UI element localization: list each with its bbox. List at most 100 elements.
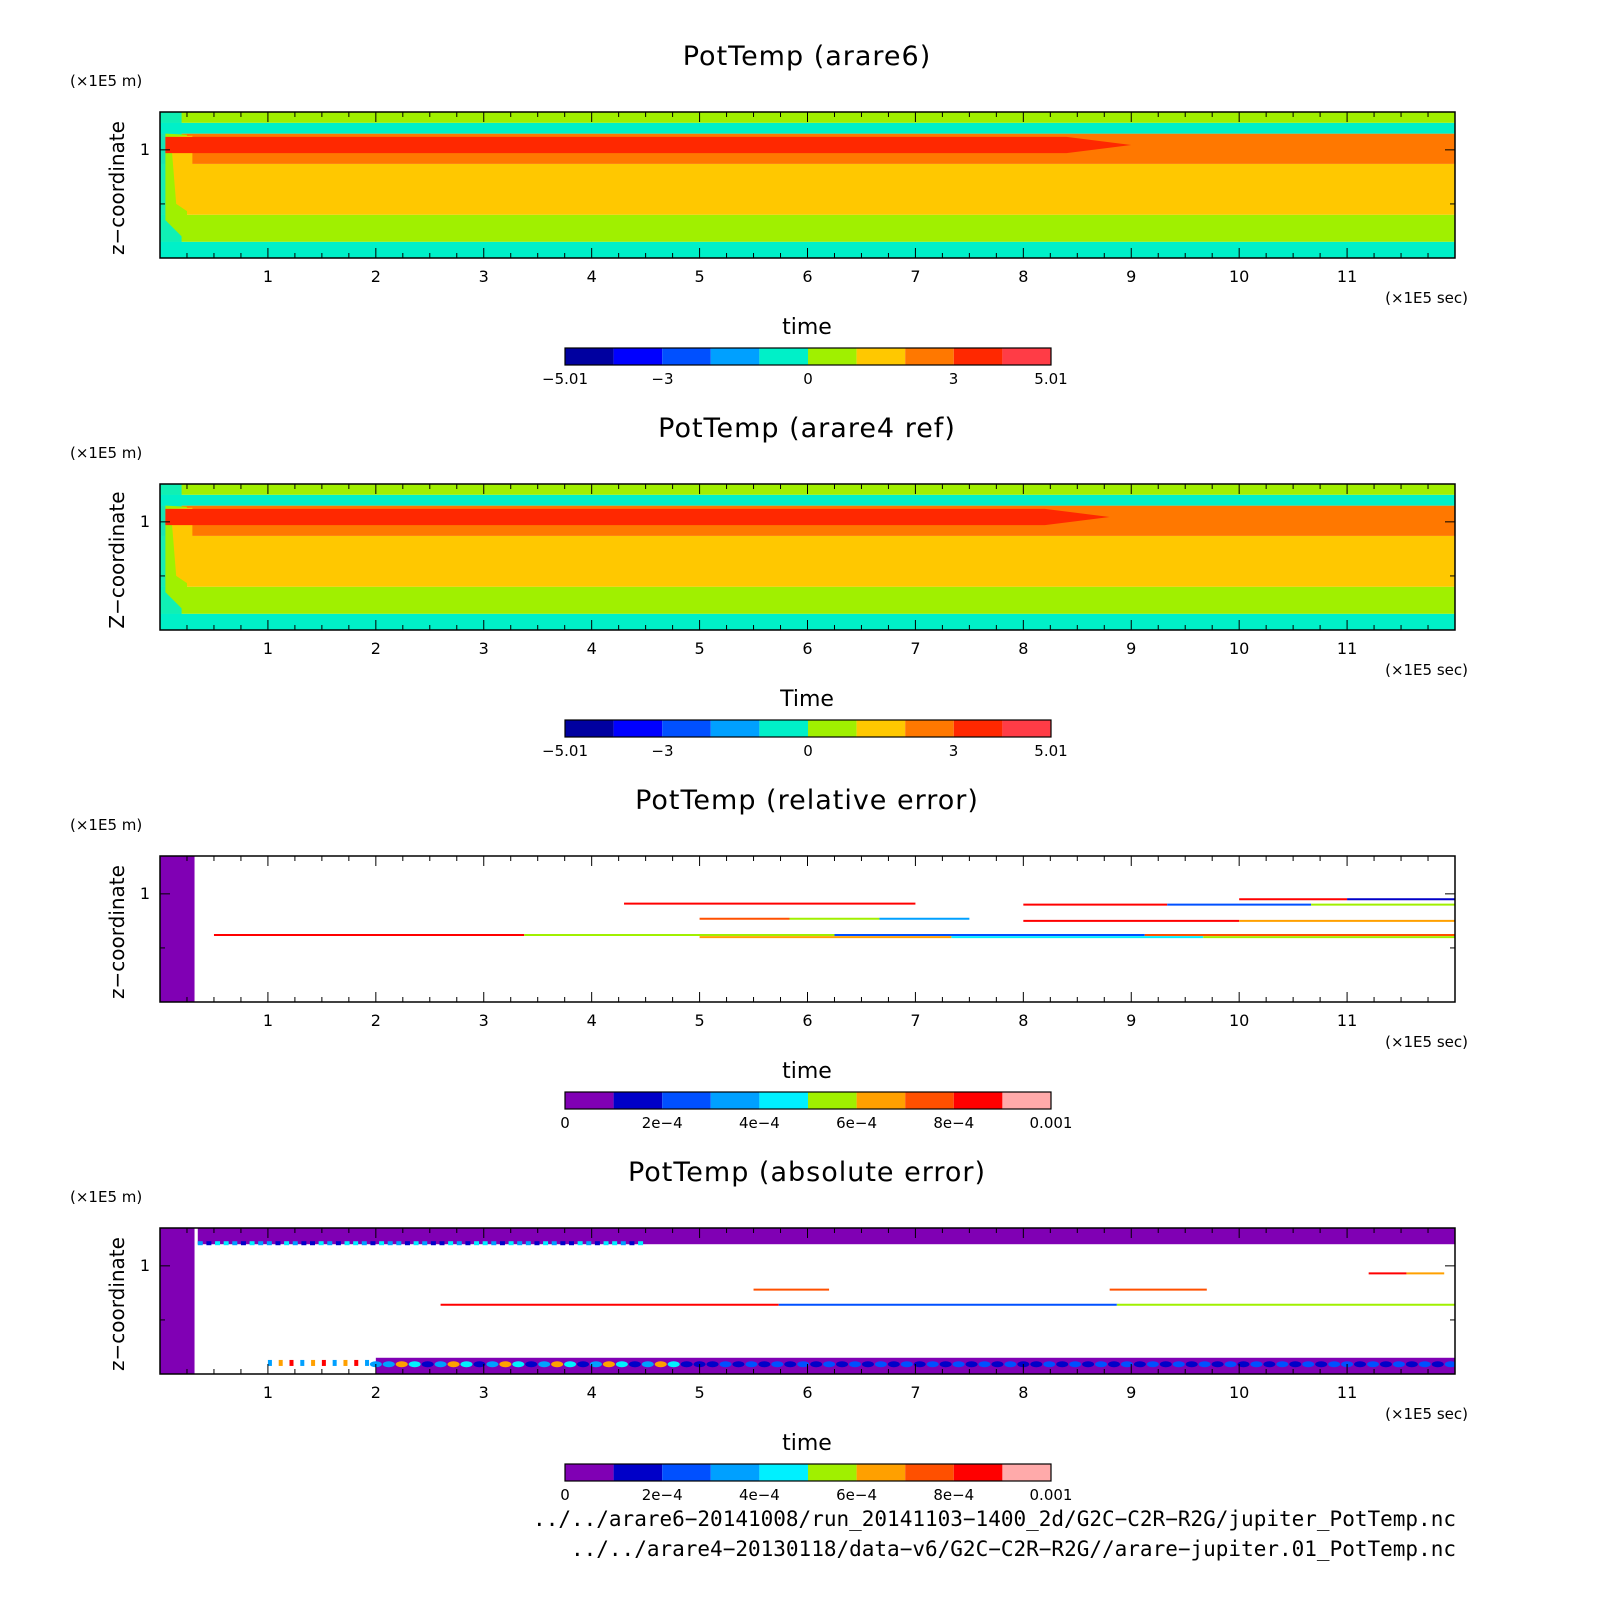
colorbar-swatch [1002, 1464, 1051, 1481]
plot-background [160, 856, 1455, 1002]
error-speckle [577, 1241, 583, 1246]
x-tick-label: 8 [1018, 639, 1028, 658]
error-speckle [978, 1361, 991, 1368]
panel-title: PotTemp (arare6) [683, 41, 932, 72]
error-speckle [1107, 1361, 1120, 1368]
colorbar-swatch [662, 1092, 711, 1109]
error-speckle [1043, 1361, 1056, 1368]
error-speckle [1133, 1361, 1146, 1368]
x-tick-label: 10 [1229, 639, 1249, 658]
error-speckle [589, 1361, 602, 1368]
error-speckle [289, 1359, 294, 1366]
error-speckle [1250, 1361, 1263, 1368]
error-speckle [952, 1361, 965, 1368]
colorbar-tick-label: 5.01 [1034, 742, 1067, 760]
colorbar-tick-label: −3 [651, 370, 673, 388]
error-speckle [628, 1361, 641, 1368]
error-speckle [525, 1361, 538, 1368]
error-speckle [569, 1241, 575, 1246]
x-tick-label: 9 [1126, 639, 1136, 658]
contour-band [160, 163, 1455, 215]
colorbar-swatch [710, 348, 760, 365]
x-tick-label: 10 [1229, 1011, 1249, 1030]
colorbar-swatch [613, 1464, 663, 1481]
error-speckle [379, 1241, 385, 1246]
y-unit-label: (×1E5 m) [70, 72, 142, 90]
error-speckle [900, 1361, 913, 1368]
plot-background [160, 1228, 1455, 1374]
colorbar-tick-label: 0 [560, 1486, 570, 1504]
error-speckle [292, 1241, 298, 1246]
error-speckle [615, 1361, 628, 1368]
error-speckle [525, 1241, 531, 1246]
error-speckle [1056, 1361, 1069, 1368]
colorbar-swatch [856, 1092, 906, 1109]
x-tick-label: 4 [587, 1011, 597, 1030]
error-speckle [1120, 1361, 1133, 1368]
colorbar-swatch [905, 1464, 954, 1481]
colorbar: −5.01 −3 0 3 5.01 [542, 347, 1068, 388]
error-speckle [965, 1361, 978, 1368]
x-tick-label: 11 [1337, 267, 1357, 286]
x-axis-label: time [782, 315, 832, 340]
colorbar-swatch [1002, 720, 1051, 737]
y-unit-label: (×1E5 m) [70, 816, 142, 834]
error-speckle [560, 1241, 566, 1246]
error-speckle [404, 1241, 410, 1246]
error-speckle [667, 1361, 680, 1368]
x-tick-label: 2 [371, 639, 381, 658]
colorbar-tick-label: 4e−4 [739, 1114, 780, 1132]
error-speckle [538, 1361, 551, 1368]
error-speckle [732, 1361, 745, 1368]
colorbar-swatch [662, 720, 711, 737]
y-axis-label: z−coordinate [105, 121, 129, 255]
colorbar-swatch [953, 348, 1003, 365]
colorbar-tick-label: 2e−4 [642, 1486, 683, 1504]
error-speckle [456, 1241, 462, 1246]
colorbar-swatch [759, 1092, 808, 1109]
colorbar-swatch [953, 1092, 1003, 1109]
colorbar-tick-label: 8e−4 [933, 1114, 974, 1132]
error-speckle [473, 1361, 486, 1368]
x-tick-label: 5 [694, 1011, 704, 1030]
x-tick-label: 3 [479, 267, 489, 286]
error-speckle [447, 1361, 460, 1368]
contour-band [160, 122, 1455, 134]
x-tick-label: 8 [1018, 267, 1028, 286]
error-speckle [1159, 1361, 1172, 1368]
x-unit-label: (×1E5 sec) [1385, 1033, 1468, 1051]
error-speckle [1146, 1361, 1159, 1368]
error-speckle [232, 1241, 238, 1246]
error-speckle [1328, 1361, 1341, 1368]
colorbar-tick-label: −3 [651, 742, 673, 760]
x-tick-label: 5 [694, 639, 704, 658]
x-tick-label: 6 [802, 1383, 812, 1402]
error-speckle [335, 1241, 341, 1246]
error-speckle [564, 1361, 577, 1368]
error-band-top [197, 1228, 1455, 1245]
y-axis-label: z−coordinate [105, 1237, 129, 1371]
x-tick-label: 8 [1018, 1011, 1028, 1030]
colorbar-swatch [662, 348, 711, 365]
x-tick-label: 1 [263, 267, 273, 286]
error-speckle [991, 1361, 1004, 1368]
error-speckle [1263, 1361, 1276, 1368]
colorbar-swatch [808, 720, 857, 737]
error-speckle [1431, 1361, 1444, 1368]
colorbar-swatch [905, 720, 954, 737]
colorbar-tick-label: 0 [803, 370, 813, 388]
error-speckle [1366, 1361, 1379, 1368]
error-speckle [1004, 1361, 1017, 1368]
error-speckle [1405, 1361, 1418, 1368]
error-speckle [421, 1361, 434, 1368]
footer-file-path-1: ../../arare6−20141008/run_20141103−1400_… [533, 1507, 1456, 1531]
colorbar-tick-label: 0 [803, 742, 813, 760]
x-tick-label: 9 [1126, 1011, 1136, 1030]
error-speckle [1082, 1361, 1095, 1368]
error-speckle [1392, 1361, 1405, 1368]
error-speckle [311, 1359, 316, 1366]
error-speckle [1211, 1361, 1224, 1368]
y-unit-label: (×1E5 m) [70, 1188, 142, 1206]
error-speckle [266, 1241, 272, 1246]
colorbar-tick-label: 3 [949, 742, 959, 760]
